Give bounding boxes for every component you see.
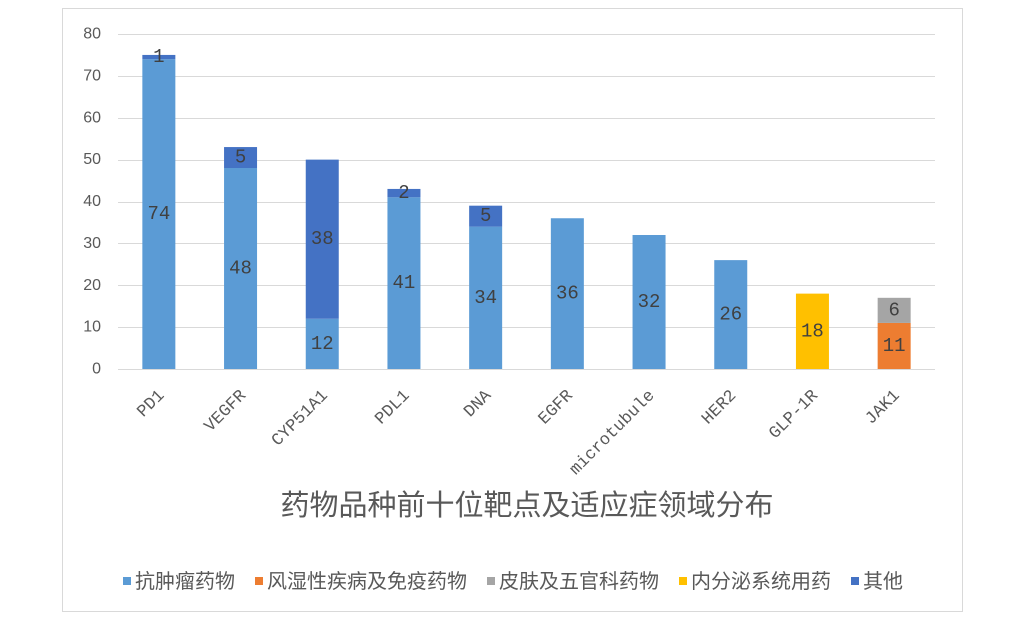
legend-label-3: 皮肤及五官科药物: [499, 569, 659, 593]
legend: 抗肿瘤药物 风湿性疾病及免疫药物 皮肤及五官科药物 内分泌系统用药 其他: [123, 569, 903, 593]
legend-label-5: 其他: [863, 569, 903, 593]
y-tick-label-20: 20: [83, 277, 101, 294]
y-tick-label-0: 0: [92, 361, 101, 378]
legend-label-4: 内分泌系统用药: [691, 569, 831, 593]
legend-item-4: 内分泌系统用药: [679, 569, 831, 593]
bar-dna-series-5: [469, 205, 503, 227]
y-tick-label-10: 10: [83, 319, 101, 336]
bar-pd1-series-1: [142, 59, 176, 369]
bar-pd1-series-5: [142, 54, 176, 60]
legend-item-3: 皮肤及五官科药物: [487, 569, 659, 593]
bar-cyp51a1-series-1: [305, 318, 339, 369]
bar-glp-1r-series-4: [795, 293, 829, 369]
data-label-pdl1-series-1: 41: [393, 272, 416, 294]
data-label-jak1-series-3: 6: [888, 299, 899, 321]
data-label-glp-1r-series-4: 18: [801, 320, 824, 342]
data-label-dna-series-1: 34: [474, 287, 497, 309]
legend-swatch-2: [255, 577, 263, 585]
y-tick-label-50: 50: [83, 151, 101, 168]
bar-her2-series-1: [714, 260, 748, 369]
data-label-her2-series-1: 26: [719, 304, 742, 326]
y-tick-label-80: 80: [83, 26, 101, 43]
legend-label-1: 抗肿瘤药物: [135, 569, 235, 593]
bar-pdl1-series-1: [387, 197, 421, 369]
bar-cyp51a1-series-5: [305, 159, 339, 319]
data-label-vegfr-series-1: 48: [229, 258, 252, 280]
data-label-cyp51a1-series-1: 12: [311, 333, 334, 355]
data-label-pd1-series-5: 1: [153, 46, 164, 68]
data-label-dna-series-5: 5: [480, 205, 491, 227]
chart-title: 药物品种前十位靶点及适应症领域分布: [280, 488, 773, 522]
y-tick-label-40: 40: [83, 193, 101, 210]
y-tick-label-30: 30: [83, 235, 101, 252]
bar-pdl1-series-5: [387, 188, 421, 198]
data-label-egfr-series-1: 36: [556, 283, 579, 305]
legend-swatch-5: [851, 577, 859, 585]
legend-swatch-1: [123, 577, 131, 585]
legend-swatch-4: [679, 577, 687, 585]
bar-egfr-series-1: [550, 218, 584, 369]
bar-microtubule-series-1: [632, 235, 666, 369]
data-label-jak1-series-2: 11: [883, 335, 906, 357]
data-label-microtubule-series-1: 32: [638, 291, 661, 313]
legend-label-2: 风湿性疾病及免疫药物: [267, 569, 467, 593]
bar-vegfr-series-1: [224, 168, 258, 369]
data-label-vegfr-series-5: 5: [235, 147, 246, 169]
legend-item-5: 其他: [851, 569, 903, 593]
data-label-pdl1-series-5: 2: [398, 182, 409, 204]
data-label-cyp51a1-series-5: 38: [311, 228, 334, 250]
y-axis-tick-labels: 0 10 20 30 40 50 60 70 80: [83, 26, 101, 378]
bar-jak1-series-3: [877, 297, 911, 323]
bar-dna-series-1: [469, 226, 503, 369]
legend-item-2: 风湿性疾病及免疫药物: [255, 569, 467, 593]
bars: [142, 54, 911, 369]
legend-swatch-3: [487, 577, 495, 585]
bar-vegfr-series-5: [224, 147, 258, 168]
data-label-pd1-series-1: 74: [147, 203, 170, 225]
y-tick-label-70: 70: [83, 67, 101, 84]
legend-item-1: 抗肿瘤药物: [123, 569, 235, 593]
bar-jak1-series-2: [877, 322, 911, 369]
y-tick-label-60: 60: [83, 109, 101, 126]
data-labels: 74 1 48 5 12 38 41 2 34 5 36 32 26 18 11 6: [147, 46, 905, 357]
